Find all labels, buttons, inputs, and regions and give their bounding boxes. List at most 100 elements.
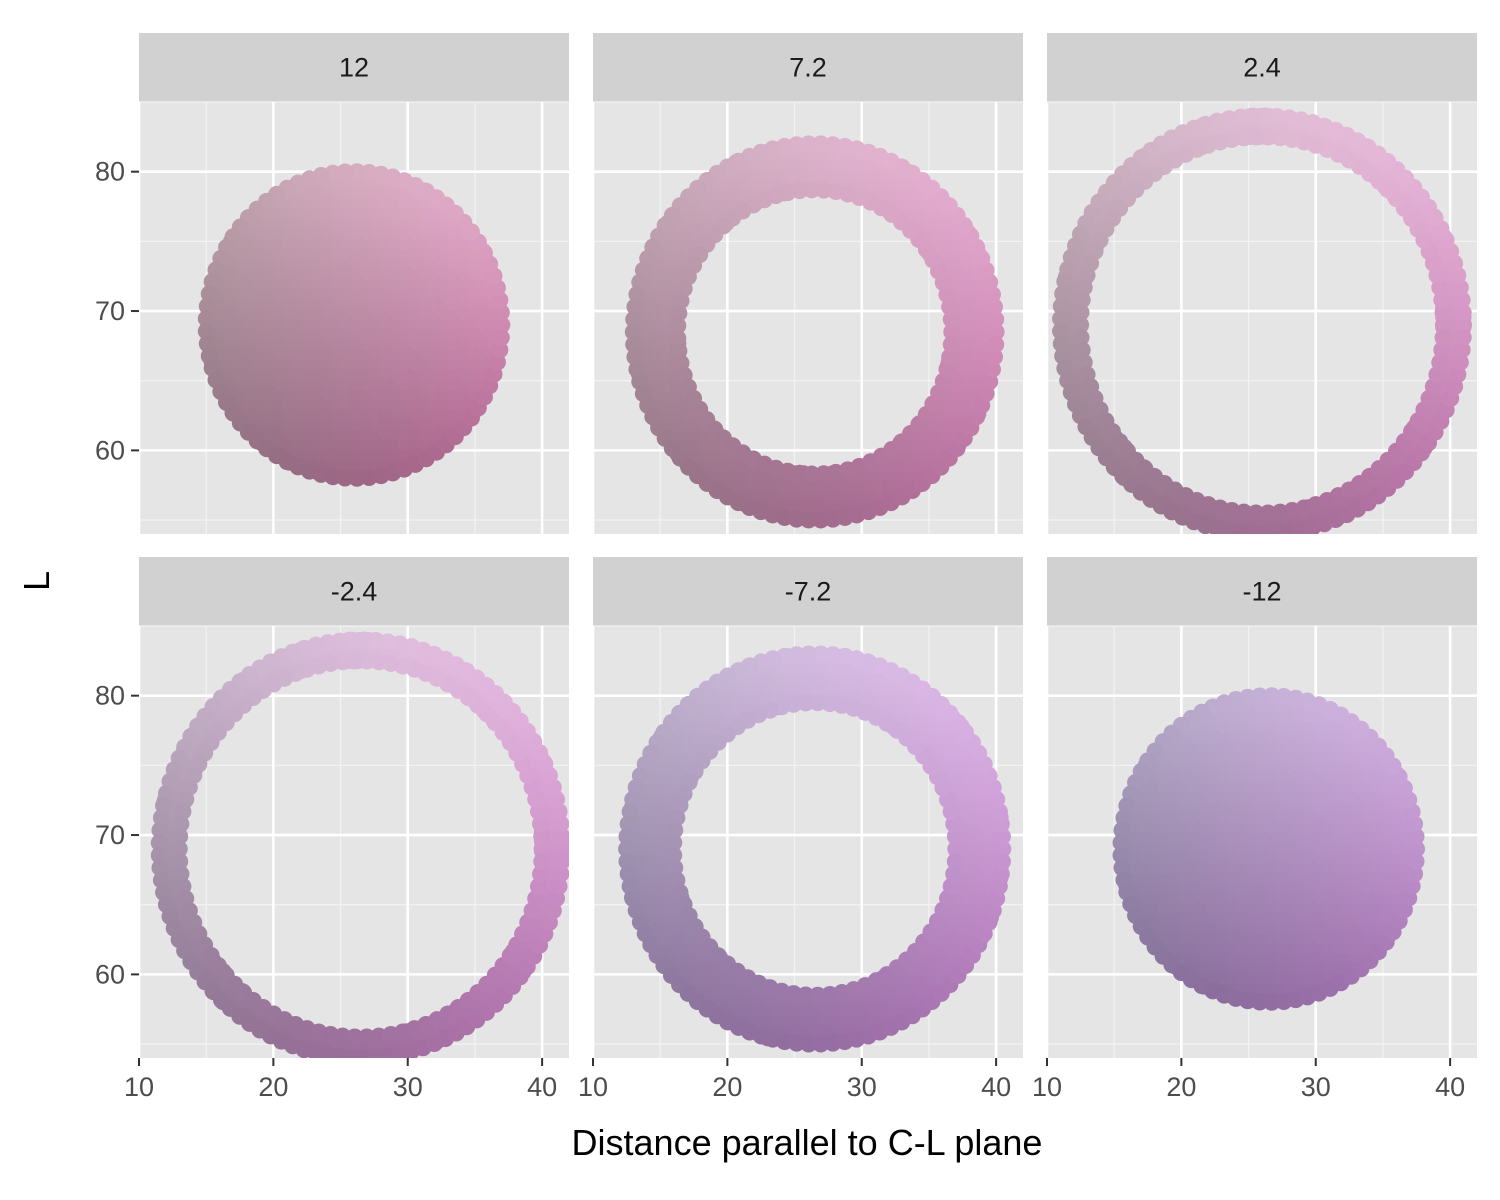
data-point: [670, 304, 688, 322]
data-point: [1052, 335, 1070, 353]
data-point: [172, 815, 190, 833]
y-tick-label: 70: [95, 296, 125, 326]
panel-2: 7.2: [591, 33, 1023, 534]
x-tick-label: 20: [1166, 1072, 1196, 1102]
data-point: [812, 645, 830, 663]
panel-strip-label: -7.2: [785, 577, 832, 607]
x-tick-label: 10: [1032, 1072, 1062, 1102]
data-point: [1113, 821, 1131, 839]
y-tick-label: 60: [95, 435, 125, 465]
data-point: [803, 465, 821, 483]
data-point: [491, 341, 509, 359]
data-point: [533, 827, 551, 845]
data-point: [669, 317, 687, 335]
y-tick-label: 70: [95, 820, 125, 850]
data-point: [1251, 993, 1269, 1011]
data-point: [1271, 129, 1289, 147]
data-point: [942, 310, 960, 328]
data-point: [987, 310, 1005, 328]
x-tick-label: 30: [1301, 1072, 1331, 1102]
data-point: [1263, 687, 1281, 705]
data-point: [1263, 993, 1281, 1011]
data-point: [618, 827, 636, 845]
panel-strip: [1047, 557, 1477, 626]
data-point: [812, 1035, 830, 1053]
panel-points: [1112, 687, 1426, 1011]
data-point: [809, 694, 827, 712]
data-point: [815, 181, 833, 199]
data-point: [788, 510, 806, 528]
data-point: [946, 853, 964, 871]
x-tick-label: 40: [527, 1072, 557, 1102]
panel-points: [197, 163, 511, 487]
data-point: [348, 163, 366, 181]
data-point: [1247, 504, 1265, 522]
x-tick-label: 40: [1435, 1072, 1465, 1102]
panel-strip: [593, 557, 1023, 626]
x-tick-label: 20: [258, 1072, 288, 1102]
data-point: [943, 323, 961, 341]
data-point: [552, 815, 569, 833]
x-tick-label: 30: [393, 1072, 423, 1102]
data-point: [1268, 108, 1286, 126]
data-point: [334, 1027, 352, 1045]
data-point: [1453, 341, 1471, 359]
data-point: [1052, 322, 1070, 340]
data-point: [1073, 291, 1091, 309]
data-point: [625, 310, 643, 328]
data-point: [151, 821, 169, 839]
data-point: [803, 181, 821, 199]
data-point: [553, 840, 569, 858]
data-point: [150, 834, 168, 852]
x-tick-label: 30: [847, 1072, 877, 1102]
data-point: [1072, 316, 1090, 334]
data-point: [1406, 865, 1424, 883]
data-point: [791, 464, 809, 482]
data-point: [358, 652, 376, 670]
x-tick-label: 40: [981, 1072, 1011, 1102]
data-point: [821, 694, 839, 712]
y-tick-label: 80: [95, 157, 125, 187]
data-point: [1072, 303, 1090, 321]
x-tick-label: 10: [124, 1072, 154, 1102]
data-point: [987, 323, 1005, 341]
data-point: [1112, 834, 1130, 852]
data-point: [797, 986, 815, 1004]
data-point: [824, 646, 842, 664]
data-point: [947, 840, 965, 858]
data-point: [370, 653, 388, 671]
data-point: [150, 846, 168, 864]
data-point: [986, 348, 1004, 366]
data-point: [198, 297, 216, 315]
data-point: [1455, 316, 1473, 334]
panel-4: -2.4 60 70 80 10 20 30 40: [95, 557, 569, 1102]
data-point: [812, 511, 830, 529]
data-point: [171, 827, 189, 845]
panel-strip-label: 2.4: [1243, 53, 1281, 83]
data-point: [1235, 503, 1253, 521]
data-point: [942, 335, 960, 353]
data-point: [666, 821, 684, 839]
data-point: [993, 827, 1011, 845]
x-axis-title: Distance parallel to C-L plane: [572, 1122, 1043, 1163]
data-point: [624, 323, 642, 341]
panel-strip-label: 12: [339, 53, 369, 83]
panel-strip-label: -2.4: [331, 577, 378, 607]
panel-3: 2.4: [1045, 33, 1477, 534]
data-point: [809, 986, 827, 1004]
panel-strip: [593, 33, 1023, 102]
data-point: [1054, 285, 1072, 303]
panel-strip: [139, 33, 569, 102]
data-point: [367, 632, 385, 650]
data-point: [171, 853, 189, 871]
data-point: [1256, 107, 1274, 125]
panel-5: -7.2 10 20 30 40: [578, 557, 1023, 1102]
data-point: [1052, 310, 1070, 328]
data-point: [987, 336, 1005, 354]
data-point: [800, 511, 818, 529]
panel-points: [150, 631, 569, 1058]
data-point: [533, 840, 551, 858]
data-point: [665, 846, 683, 864]
